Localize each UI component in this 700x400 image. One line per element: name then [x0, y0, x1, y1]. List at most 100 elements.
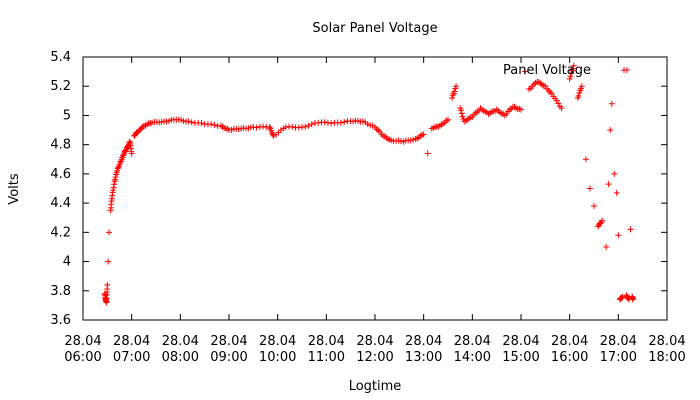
x-tick-label-date: 28.04: [113, 334, 150, 349]
data-point-fill: [124, 143, 131, 150]
data-point: [445, 116, 451, 123]
x-tick-label-time: 12:00: [356, 350, 393, 365]
legend: Panel Voltage: [503, 63, 630, 78]
x-tick-label-time: 11:00: [308, 350, 345, 365]
data-point-fill: [457, 107, 464, 114]
data-point: [603, 243, 610, 250]
data-point-fill: [567, 73, 574, 80]
y-tick-label: 5.4: [50, 50, 71, 65]
y-tick-label: 3.8: [50, 284, 71, 299]
x-tick-label-time: 10:00: [259, 350, 296, 365]
x-tick-label-date: 28.04: [259, 334, 296, 349]
data-point: [282, 124, 289, 131]
data-point: [611, 170, 618, 177]
data-point-fill: [211, 122, 218, 129]
data-point: [607, 127, 614, 134]
data-point: [605, 181, 612, 188]
data-point: [424, 150, 431, 157]
data-point-fill: [321, 119, 328, 126]
data-point-fill: [341, 118, 348, 125]
data-point-fill: [122, 147, 129, 154]
y-axis-label: Volts: [7, 173, 22, 205]
y-tick-label: 5: [63, 108, 71, 123]
y-tick-label: 3.6: [50, 313, 71, 328]
chart-title: Solar Panel Voltage: [312, 21, 437, 36]
data-point-fill: [260, 123, 267, 130]
data-point-fill: [328, 120, 335, 127]
x-tick-label-date: 28.04: [502, 334, 539, 349]
data-point: [599, 217, 606, 224]
data-point-fill: [295, 124, 302, 131]
data-point: [105, 229, 112, 236]
x-tick-label-date: 28.04: [356, 334, 393, 349]
data-point-fill: [308, 121, 315, 128]
data-point-fill: [305, 122, 312, 129]
data-point: [518, 106, 524, 113]
data-point-fill: [451, 88, 458, 95]
data-point-fill: [119, 152, 126, 159]
data-point: [128, 150, 135, 157]
x-tick-label-time: 18:00: [648, 350, 685, 365]
data-point: [522, 68, 529, 75]
x-tick-label-date: 28.04: [454, 334, 491, 349]
y-tick-label: 4.6: [50, 167, 71, 182]
data-point: [627, 226, 634, 233]
axis-ticks: 28.0406:0028.0407:0028.0408:0028.0409:00…: [50, 50, 685, 365]
data-point-fill: [575, 92, 582, 99]
x-tick-label-date: 28.04: [308, 334, 345, 349]
data-point: [266, 124, 273, 131]
x-tick-label-time: 13:00: [405, 350, 442, 365]
data-point: [420, 131, 427, 138]
x-tick-label-date: 28.04: [551, 334, 588, 349]
data-point: [578, 83, 585, 90]
data-point: [453, 83, 460, 90]
data-point: [608, 100, 615, 107]
data-point: [566, 75, 573, 82]
x-tick-label-time: 14:00: [454, 350, 491, 365]
x-axis-label: Logtime: [349, 379, 402, 394]
data-point-fill: [324, 119, 331, 126]
data-point-fill: [337, 119, 344, 126]
x-tick-label-date: 28.04: [162, 334, 199, 349]
y-tick-label: 4.8: [50, 138, 71, 153]
data-point: [586, 185, 593, 192]
x-tick-label-date: 28.04: [648, 334, 685, 349]
x-tick-label-date: 28.04: [64, 334, 101, 349]
data-point-fill: [569, 65, 576, 72]
data-point: [185, 118, 192, 125]
legend-plus-marker: [624, 67, 630, 73]
data-point-fill: [576, 89, 583, 96]
data-point-fill: [139, 123, 146, 130]
y-tick-label: 4.4: [50, 196, 71, 211]
data-point: [117, 159, 124, 166]
data-point: [570, 62, 577, 69]
data-point-fill: [289, 123, 296, 130]
x-tick-label-time: 07:00: [113, 350, 150, 365]
y-tick-label: 5.2: [50, 79, 71, 94]
data-point-fill: [302, 123, 309, 130]
x-tick-label-time: 15:00: [502, 350, 539, 365]
x-tick-label-time: 17:00: [600, 350, 637, 365]
data-point: [613, 189, 620, 196]
data-point-fill: [253, 124, 260, 131]
data-point-fill: [208, 121, 215, 128]
data-point: [615, 232, 622, 239]
data-point-fill: [115, 164, 122, 171]
data-point: [449, 94, 456, 101]
y-tick-label: 4.2: [50, 225, 71, 240]
x-tick-label-time: 06:00: [64, 350, 101, 365]
data-point: [629, 296, 636, 303]
data-point: [105, 258, 112, 265]
data-point: [104, 281, 111, 288]
data-point: [619, 293, 626, 300]
y-tick-label: 4: [63, 255, 71, 270]
data-point-fill: [458, 110, 465, 117]
data-point: [558, 105, 565, 112]
legend-label: Panel Voltage: [503, 63, 591, 78]
x-tick-label-date: 28.04: [210, 334, 247, 349]
x-tick-label-date: 28.04: [405, 334, 442, 349]
x-tick-label-time: 08:00: [162, 350, 199, 365]
data-point: [591, 203, 597, 210]
